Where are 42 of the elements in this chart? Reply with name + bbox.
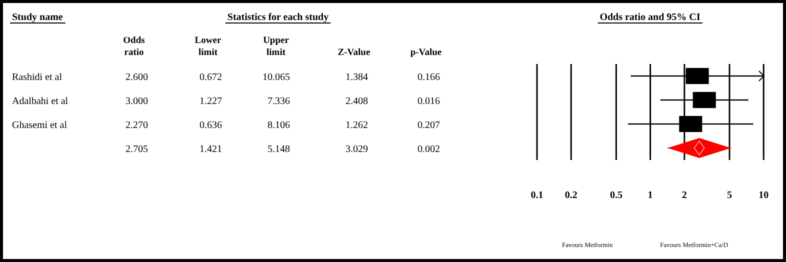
data-label: 8.106 — [268, 120, 290, 131]
data-label: 10.065 — [262, 72, 290, 83]
y-axis-title: Study name — [12, 12, 64, 23]
data-label: 0.166 — [418, 72, 440, 83]
y-tick-label: Adalbahi et al — [12, 96, 68, 107]
data-label: 0.672 — [200, 72, 222, 83]
chart-title: Odds ratio and 95% CI — [600, 12, 700, 23]
data-label: 2.408 — [346, 96, 368, 107]
data-label: 3.000 — [126, 96, 148, 107]
x-tick-label: Upper limit — [263, 36, 290, 58]
y-tick-label: Rashidi et al — [12, 72, 62, 83]
data-label: 0.016 — [418, 96, 440, 107]
x-tick-label: Z-Value — [338, 48, 370, 58]
point — [692, 92, 716, 108]
data-label: 1.262 — [346, 120, 368, 131]
data-label: 3.029 — [346, 144, 368, 155]
data-label: 0.636 — [200, 120, 222, 131]
x-tick-label: 5 — [726, 190, 732, 202]
data-label: 2.600 — [126, 72, 148, 83]
x-tick-label: 2 — [682, 190, 687, 202]
chart-title: Statistics for each study — [227, 12, 329, 23]
data-label: 0.002 — [418, 144, 440, 155]
data-label: 2.705 — [126, 144, 148, 155]
x-tick-label: 1 — [648, 190, 653, 202]
data-label: 0.207 — [418, 120, 440, 131]
x-tick-label: 0.5 — [610, 190, 622, 202]
x-tick-label: 0.2 — [564, 190, 578, 202]
x-tick-label: 0.1 — [530, 190, 544, 202]
y-tick-label: Ghasemi et al — [12, 120, 68, 131]
point — [679, 116, 702, 132]
x-tick-label: 10 — [758, 190, 769, 202]
data-label: 5.148 — [268, 144, 290, 155]
x-tick-label: Lower limit — [194, 36, 222, 58]
point — [694, 140, 705, 156]
data-label: 2.270 — [126, 120, 148, 131]
data-label: 1.384 — [346, 72, 368, 83]
data-label: 1.227 — [200, 96, 222, 107]
data-label: 7.336 — [268, 96, 290, 107]
data-label: 1.421 — [200, 144, 222, 155]
x-tick-label: p-Value — [410, 48, 442, 58]
point — [686, 68, 709, 84]
x-tick-label: Odds ratio — [123, 36, 146, 58]
